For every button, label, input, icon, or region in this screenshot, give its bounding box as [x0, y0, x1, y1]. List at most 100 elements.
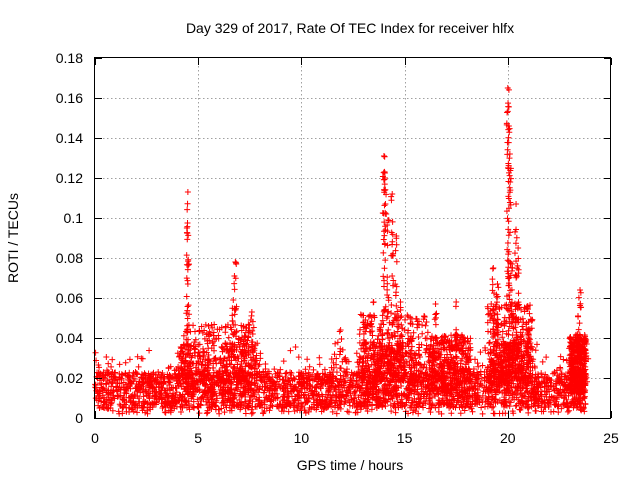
data-point [392, 409, 399, 416]
data-point [125, 374, 132, 381]
data-point [289, 377, 296, 384]
data-point [506, 172, 513, 179]
data-point [316, 361, 323, 368]
data-point [271, 366, 278, 373]
data-point [338, 381, 345, 388]
data-point [183, 252, 190, 259]
data-point [489, 281, 496, 288]
data-points [92, 85, 592, 417]
data-point [300, 370, 307, 377]
data-point [335, 386, 342, 393]
data-point [111, 377, 118, 384]
data-point [310, 366, 317, 373]
data-point [380, 283, 387, 290]
data-point [383, 210, 390, 217]
data-point [277, 401, 284, 408]
data-point [419, 330, 426, 337]
data-point [170, 375, 177, 382]
data-point [420, 364, 427, 371]
data-point [272, 383, 279, 390]
data-point [229, 317, 236, 324]
data-point [315, 391, 322, 398]
data-point [415, 347, 422, 354]
data-point [549, 394, 556, 401]
data-point [414, 386, 421, 393]
data-point [252, 403, 259, 410]
data-point [475, 363, 482, 370]
data-point [109, 356, 116, 363]
data-point [526, 403, 533, 410]
data-point [200, 345, 207, 352]
data-point [542, 371, 549, 378]
data-point [123, 390, 130, 397]
data-point [255, 397, 262, 404]
data-point [351, 370, 358, 377]
data-point [415, 391, 422, 398]
data-point [330, 391, 337, 398]
data-point [545, 402, 552, 409]
data-point [114, 379, 121, 386]
data-point [554, 377, 561, 384]
data-point [477, 349, 484, 356]
data-point [490, 403, 497, 410]
data-point [184, 266, 191, 273]
data-point [558, 371, 565, 378]
data-point [276, 376, 283, 383]
data-point [264, 373, 271, 380]
data-point [474, 360, 481, 367]
data-point [564, 408, 571, 415]
data-point [108, 383, 115, 390]
data-point [454, 392, 461, 399]
data-point [230, 297, 237, 303]
data-point [141, 388, 148, 395]
data-point [262, 366, 269, 373]
data-point [396, 392, 403, 399]
data-point [388, 310, 395, 317]
data-point [269, 391, 276, 398]
data-point [102, 380, 109, 387]
data-point [343, 392, 350, 399]
data-point [357, 311, 364, 318]
data-point [135, 363, 142, 370]
data-point [389, 273, 396, 280]
data-point [427, 409, 434, 416]
data-point [248, 410, 255, 417]
data-point [152, 376, 159, 383]
data-point [504, 215, 511, 222]
data-point [505, 134, 512, 141]
data-point [172, 398, 179, 405]
data-point [513, 201, 520, 207]
data-point [384, 313, 391, 320]
data-point [117, 392, 124, 399]
data-point [330, 378, 337, 385]
data-point [520, 392, 527, 399]
data-point [384, 274, 391, 281]
data-point [325, 384, 332, 391]
data-point [253, 377, 260, 384]
data-point [158, 384, 165, 391]
data-point [393, 258, 400, 265]
data-point [532, 371, 539, 378]
data-point [136, 378, 143, 385]
data-point [348, 369, 355, 376]
data-point [478, 404, 485, 411]
data-point [491, 410, 498, 417]
data-point [302, 409, 309, 416]
data-point [196, 410, 203, 417]
data-point [184, 236, 191, 243]
data-point [557, 386, 564, 393]
data-point [561, 373, 568, 380]
data-point [166, 386, 173, 393]
data-point [303, 375, 310, 382]
data-point [138, 383, 145, 390]
data-point [538, 370, 545, 377]
data-point [263, 393, 270, 400]
data-point [177, 409, 184, 416]
data-point [161, 387, 168, 394]
data-point [231, 280, 238, 287]
data-point [573, 396, 580, 403]
data-point [494, 281, 501, 287]
data-point [394, 400, 401, 407]
data-point [169, 395, 176, 402]
